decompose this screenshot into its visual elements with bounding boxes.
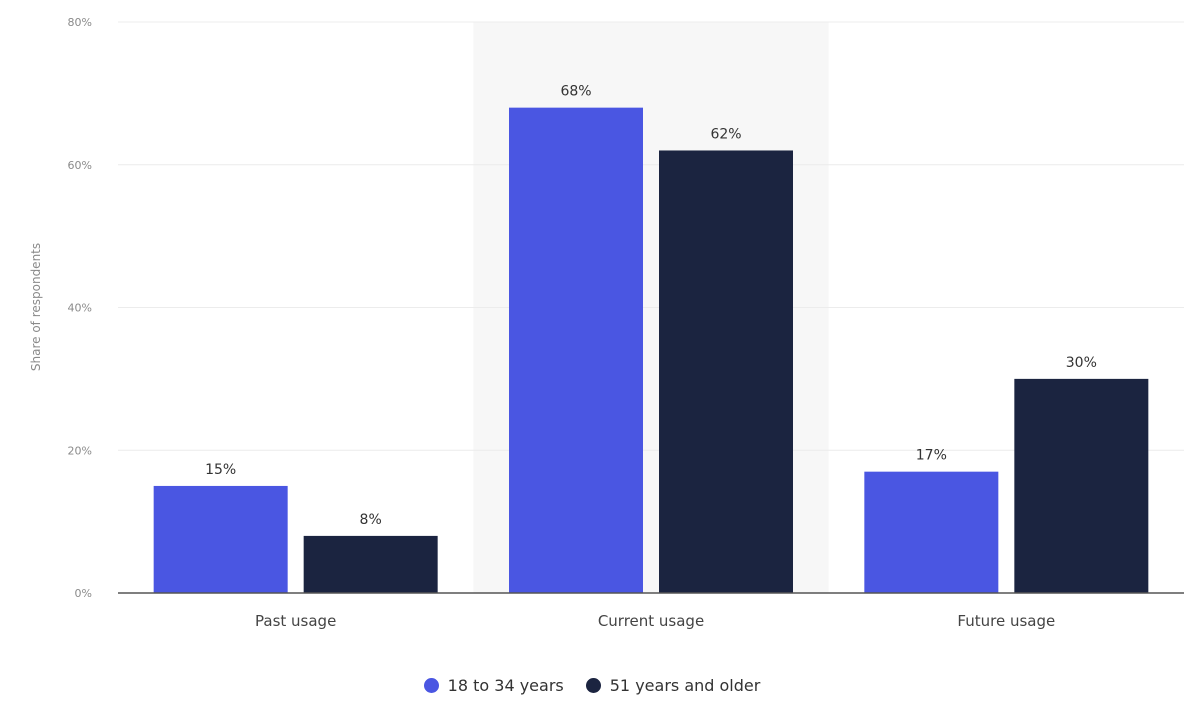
bar: [303, 535, 438, 593]
bar-chart: 15% 8% 68% 62% 17% 30% 0% 20% 40% 60% 80% Past usa…: [29, 16, 1184, 630]
legend-label: 18 to 34 years: [447, 676, 564, 695]
bar: [153, 485, 288, 593]
legend-item-51-and-older[interactable]: 51 years and older: [585, 676, 761, 695]
x-category-label: Current usage: [598, 612, 704, 630]
y-tick-label: 40%: [68, 302, 92, 315]
bar: [1014, 378, 1149, 593]
y-tick-label: 0%: [75, 587, 92, 600]
y-tick-label: 60%: [68, 159, 92, 172]
legend-marker-icon: [585, 678, 601, 693]
bar: [864, 471, 999, 593]
legend-item-18-to-34[interactable]: 18 to 34 years: [423, 676, 564, 695]
data-label: 30%: [1066, 355, 1097, 371]
data-label: 68%: [560, 84, 591, 100]
legend-label: 51 years and older: [609, 676, 761, 695]
x-category-label: Future usage: [957, 612, 1055, 630]
bar: [509, 107, 643, 594]
bar: [659, 150, 793, 593]
legend: 18 to 34 years 51 years and older: [0, 676, 1184, 695]
data-label: 62%: [710, 126, 741, 142]
y-tick-label: 80%: [68, 16, 92, 29]
y-axis-title: Share of respondents: [29, 243, 43, 371]
y-tick-label: 20%: [68, 444, 92, 457]
data-label: 17%: [916, 448, 947, 464]
data-label: 8%: [360, 512, 382, 528]
x-category-label: Past usage: [255, 612, 336, 630]
legend-marker-icon: [423, 678, 439, 693]
data-label: 15%: [205, 462, 236, 478]
